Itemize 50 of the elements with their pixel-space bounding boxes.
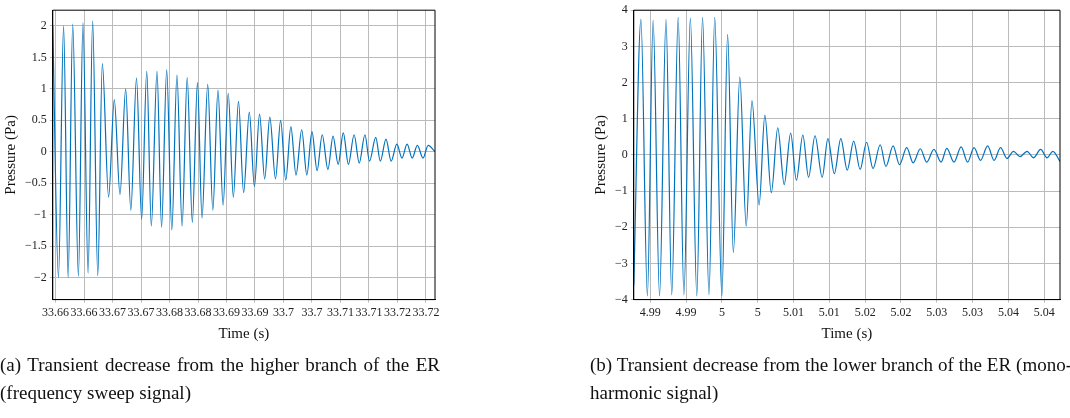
x-tick-label: 33.68 [156, 304, 184, 319]
x-tick-label: 33.69 [241, 304, 269, 319]
x-tick-label: 5 [754, 304, 761, 319]
x-tick-label: 5.03 [962, 304, 984, 319]
y-tick-label: −1 [614, 183, 628, 198]
x-axis-title: Time (s) [821, 324, 873, 342]
y-tick-label: −4 [614, 291, 628, 306]
line-series [52, 20, 435, 279]
x-tick-label: 5.04 [997, 304, 1019, 319]
y-tick-label: 0 [621, 147, 628, 162]
y-tick-label: 1 [621, 110, 628, 125]
y-axis-title: Pressure (Pa) [1, 115, 19, 195]
y-axis-title: Pressure (Pa) [591, 115, 609, 195]
y-tick-label: −0.5 [24, 175, 47, 190]
x-axis-title: Time (s) [218, 324, 270, 342]
y-tick-label: −1.5 [24, 238, 47, 253]
y-tick-label: 3 [621, 38, 628, 53]
x-tick-label: 5.01 [783, 304, 805, 319]
x-tick-label: 33.7 [272, 304, 294, 319]
x-tick-label: 5 [718, 304, 725, 319]
y-tick-label: 0.5 [31, 112, 47, 127]
x-tick-label: 4.99 [639, 304, 661, 319]
x-tick-label: 33.71 [355, 304, 383, 319]
y-tick-label: 1.5 [31, 49, 47, 64]
y-tick-label: 2 [621, 74, 628, 89]
x-tick-label: 5.04 [1033, 304, 1055, 319]
x-tick-label: 33.68 [184, 304, 212, 319]
x-tick-label: 33.67 [99, 304, 127, 319]
y-tick-label: −2 [33, 269, 47, 284]
y-tick-label: −1 [33, 206, 47, 221]
x-tick-label: 33.72 [412, 304, 440, 319]
x-tick-label: 33.72 [383, 304, 411, 319]
y-tick-label: 4 [621, 2, 628, 17]
x-tick-label: 33.69 [213, 304, 241, 319]
x-tick-label: 33.66 [42, 304, 70, 319]
x-tick-label: 33.71 [326, 304, 354, 319]
y-tick-label: −3 [614, 255, 628, 270]
x-tick-label: 33.66 [70, 304, 98, 319]
y-tick-label: −2 [614, 219, 628, 234]
y-tick-label: 0 [40, 143, 47, 158]
x-tick-label: 5.02 [890, 304, 912, 319]
text: (a) Transient decrease from the higher branch of the ER (frequency sweep signal) [0, 353, 440, 405]
y-tick-label: 2 [40, 18, 47, 33]
x-tick-label: 33.7 [301, 304, 323, 319]
x-tick-label: 5.03 [926, 304, 948, 319]
y-tick-label: 1 [40, 81, 47, 95]
x-tick-label: 5.01 [818, 304, 840, 319]
x-tick-label: 4.99 [675, 304, 697, 319]
x-tick-label: 33.67 [127, 304, 155, 319]
x-tick-label: 5.02 [854, 304, 876, 319]
